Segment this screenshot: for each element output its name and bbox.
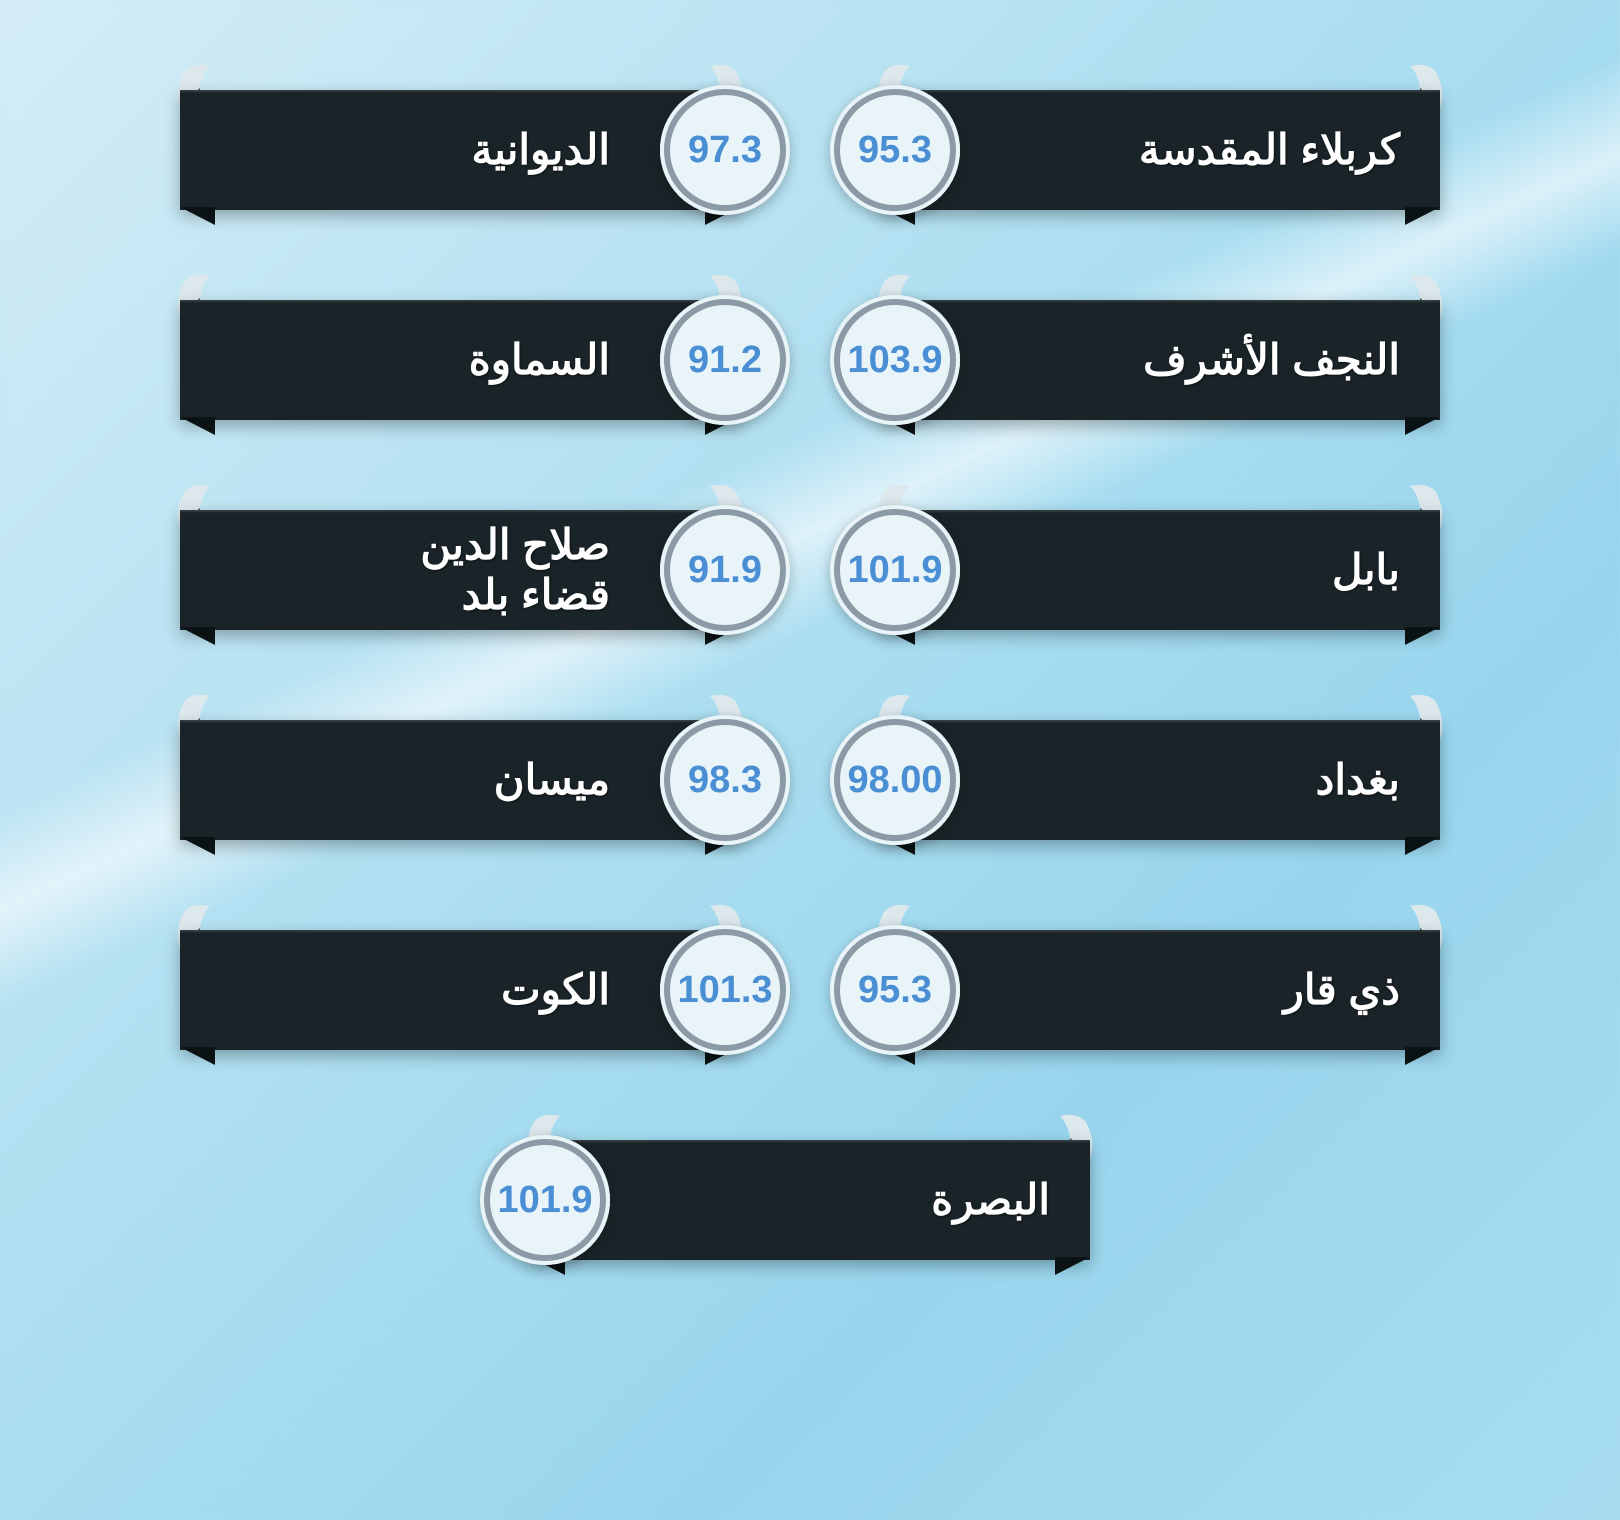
row-5: البصرة 101.9 <box>100 1110 1520 1275</box>
ribbon: بابل <box>880 510 1440 630</box>
ribbon: كربلاء المقدسة <box>880 90 1440 210</box>
frequency-value: 98.3 <box>688 759 762 802</box>
banner-diwaniyah: الديوانية 97.3 <box>150 60 770 225</box>
banner-baghdad: بغداد 98.00 <box>850 690 1470 855</box>
frequency-circle: 91.9 <box>660 505 790 635</box>
frequency-value: 101.9 <box>847 549 942 592</box>
city-label: الكوت <box>220 965 610 1015</box>
frequency-grid: الديوانية 97.3 كربلاء المقدسة 95.3 السما… <box>0 0 1620 1520</box>
city-label: البصرة <box>931 1175 1050 1225</box>
city-label: النجف الأشرف <box>1143 335 1400 385</box>
row-4: الكوت 101.3 ذي قار 95.3 <box>100 900 1520 1065</box>
ribbon: ذي قار <box>880 930 1440 1050</box>
banner-kut: الكوت 101.3 <box>150 900 770 1065</box>
ribbon: الكوت <box>180 930 740 1050</box>
frequency-circle: 103.9 <box>830 295 960 425</box>
frequency-value: 95.3 <box>858 129 932 172</box>
ribbon: البصرة <box>530 1140 1090 1260</box>
city-label: كربلاء المقدسة <box>1139 125 1400 175</box>
banner-samawa: السماوة 91.2 <box>150 270 770 435</box>
frequency-value: 95.3 <box>858 969 932 1012</box>
frequency-circle: 98.00 <box>830 715 960 845</box>
frequency-value: 91.9 <box>688 549 762 592</box>
city-label: الديوانية <box>220 125 610 175</box>
city-label: ميسان <box>220 755 610 805</box>
frequency-circle: 101.9 <box>830 505 960 635</box>
city-label: ذي قار <box>1284 965 1400 1015</box>
frequency-circle: 91.2 <box>660 295 790 425</box>
city-label: بغداد <box>1316 755 1400 805</box>
city-label: صلاح الدينقضاء بلد <box>220 520 610 621</box>
banner-maysan: ميسان 98.3 <box>150 690 770 855</box>
frequency-circle: 101.9 <box>480 1135 610 1265</box>
ribbon: بغداد <box>880 720 1440 840</box>
frequency-value: 98.00 <box>847 759 942 802</box>
banner-salahaddin: صلاح الدينقضاء بلد 91.9 <box>150 480 770 645</box>
frequency-value: 91.2 <box>688 339 762 382</box>
banner-najaf: النجف الأشرف 103.9 <box>850 270 1470 435</box>
ribbon: السماوة <box>180 300 740 420</box>
frequency-value: 103.9 <box>847 339 942 382</box>
row-0: الديوانية 97.3 كربلاء المقدسة 95.3 <box>100 60 1520 225</box>
banner-basra: البصرة 101.9 <box>500 1110 1120 1275</box>
row-2: صلاح الدينقضاء بلد 91.9 بابل 101.9 <box>100 480 1520 645</box>
row-1: السماوة 91.2 النجف الأشرف 103.9 <box>100 270 1520 435</box>
city-label: بابل <box>1332 545 1400 595</box>
frequency-circle: 95.3 <box>830 85 960 215</box>
ribbon: صلاح الدينقضاء بلد <box>180 510 740 630</box>
frequency-circle: 97.3 <box>660 85 790 215</box>
banner-karbala: كربلاء المقدسة 95.3 <box>850 60 1470 225</box>
frequency-circle: 95.3 <box>830 925 960 1055</box>
ribbon: ميسان <box>180 720 740 840</box>
frequency-value: 101.3 <box>677 969 772 1012</box>
row-3: ميسان 98.3 بغداد 98.00 <box>100 690 1520 855</box>
banner-dhiqar: ذي قار 95.3 <box>850 900 1470 1065</box>
frequency-circle: 101.3 <box>660 925 790 1055</box>
banner-babil: بابل 101.9 <box>850 480 1470 645</box>
frequency-value: 97.3 <box>688 129 762 172</box>
frequency-value: 101.9 <box>497 1179 592 1222</box>
city-label: السماوة <box>220 335 610 385</box>
ribbon: النجف الأشرف <box>880 300 1440 420</box>
frequency-circle: 98.3 <box>660 715 790 845</box>
ribbon: الديوانية <box>180 90 740 210</box>
